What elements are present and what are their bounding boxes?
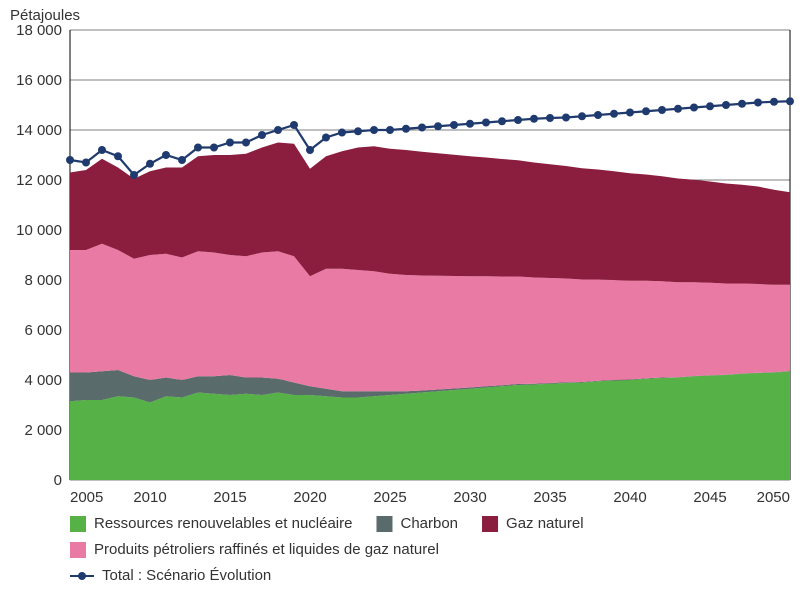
legend-swatch: [78, 572, 86, 580]
marker-total_evolution: [66, 156, 74, 164]
marker-total_evolution: [322, 134, 330, 142]
marker-total_evolution: [306, 146, 314, 154]
legend-swatch: [376, 516, 392, 532]
y-tick-label: 0: [54, 472, 62, 489]
energy-chart: Pétajoules02 0004 0006 0008 00010 00012 …: [0, 0, 800, 592]
marker-total_evolution: [98, 146, 106, 154]
marker-total_evolution: [146, 160, 154, 168]
marker-total_evolution: [530, 115, 538, 123]
y-tick-label: 16 000: [16, 72, 62, 89]
marker-total_evolution: [482, 119, 490, 127]
marker-total_evolution: [514, 116, 522, 124]
marker-total_evolution: [290, 121, 298, 129]
y-tick-label: 14 000: [16, 122, 62, 139]
marker-total_evolution: [706, 102, 714, 110]
marker-total_evolution: [674, 105, 682, 113]
y-tick-label: 10 000: [16, 222, 62, 239]
marker-total_evolution: [82, 159, 90, 167]
marker-total_evolution: [754, 99, 762, 107]
marker-total_evolution: [786, 97, 794, 105]
x-tick-label: 2030: [453, 489, 486, 506]
marker-total_evolution: [386, 126, 394, 134]
marker-total_evolution: [370, 126, 378, 134]
marker-total_evolution: [130, 171, 138, 179]
y-tick-label: 6 000: [24, 322, 62, 339]
y-tick-label: 2 000: [24, 422, 62, 439]
marker-total_evolution: [498, 117, 506, 125]
marker-total_evolution: [418, 124, 426, 132]
y-tick-label: 18 000: [16, 22, 62, 39]
x-tick-label: 2010: [133, 489, 166, 506]
x-tick-label: 2005: [70, 489, 103, 506]
marker-total_evolution: [562, 114, 570, 122]
y-tick-label: 12 000: [16, 172, 62, 189]
marker-total_evolution: [402, 125, 410, 133]
legend-label: Gaz naturel: [506, 515, 584, 532]
legend-swatch: [482, 516, 498, 532]
y-tick-label: 4 000: [24, 372, 62, 389]
chart-svg: Pétajoules02 0004 0006 0008 00010 00012 …: [0, 0, 800, 592]
marker-total_evolution: [594, 111, 602, 119]
x-tick-label: 2040: [613, 489, 646, 506]
x-tick-label: 2020: [293, 489, 326, 506]
marker-total_evolution: [242, 139, 250, 147]
x-tick-label: 2050: [757, 489, 790, 506]
marker-total_evolution: [450, 121, 458, 129]
marker-total_evolution: [178, 156, 186, 164]
marker-total_evolution: [194, 144, 202, 152]
marker-total_evolution: [642, 107, 650, 115]
marker-total_evolution: [354, 127, 362, 135]
marker-total_evolution: [114, 152, 122, 160]
x-tick-label: 2045: [693, 489, 726, 506]
marker-total_evolution: [466, 120, 474, 128]
marker-total_evolution: [722, 101, 730, 109]
marker-total_evolution: [610, 110, 618, 118]
marker-total_evolution: [226, 139, 234, 147]
x-tick-label: 2025: [373, 489, 406, 506]
marker-total_evolution: [738, 100, 746, 108]
marker-total_evolution: [434, 122, 442, 130]
legend-label: Total : Scénario Évolution: [102, 567, 271, 584]
marker-total_evolution: [210, 144, 218, 152]
marker-total_evolution: [162, 151, 170, 159]
legend-swatch: [70, 542, 86, 558]
legend-label: Produits pétroliers raffinés et liquides…: [94, 541, 439, 558]
marker-total_evolution: [626, 109, 634, 117]
marker-total_evolution: [546, 114, 554, 122]
legend-label: Ressources renouvelables et nucléaire: [94, 515, 352, 532]
marker-total_evolution: [274, 126, 282, 134]
y-tick-label: 8 000: [24, 272, 62, 289]
legend-label: Charbon: [400, 515, 458, 532]
x-tick-label: 2035: [533, 489, 566, 506]
marker-total_evolution: [690, 104, 698, 112]
marker-total_evolution: [258, 131, 266, 139]
legend-swatch: [70, 516, 86, 532]
marker-total_evolution: [338, 129, 346, 137]
marker-total_evolution: [578, 112, 586, 120]
marker-total_evolution: [770, 98, 778, 106]
x-tick-label: 2015: [213, 489, 246, 506]
marker-total_evolution: [658, 106, 666, 114]
